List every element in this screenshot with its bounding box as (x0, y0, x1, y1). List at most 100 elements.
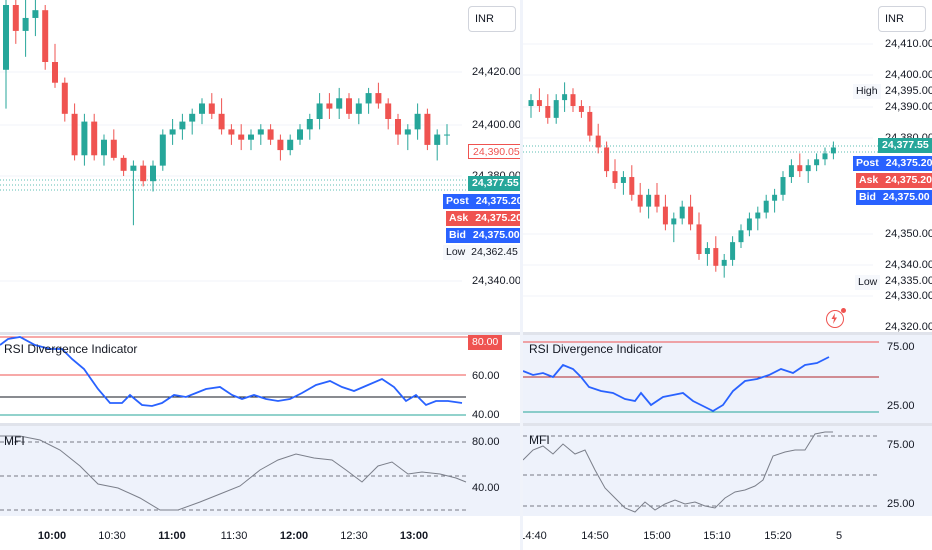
candle-body (553, 100, 559, 118)
left-time-axis[interactable]: 10:00 10:30 11:00 11:30 12:00 12:30 13:0… (0, 516, 520, 550)
candle-body (755, 212, 761, 219)
left-post-price-tag: Post 24,375.20 (443, 194, 520, 209)
candle-body (287, 139, 294, 151)
candle-body (365, 93, 372, 104)
candle-body (404, 129, 411, 135)
left-mfi-title: MFI (4, 434, 25, 448)
candle-body (140, 165, 147, 182)
right-candlestick-chart[interactable] (523, 0, 932, 332)
left-pane-divider[interactable] (0, 332, 520, 335)
candle-body (662, 206, 668, 225)
candle-body (385, 103, 392, 119)
candle-body (257, 129, 264, 135)
candle-body (570, 94, 576, 107)
candle-body (150, 165, 156, 182)
candle-body (159, 134, 166, 166)
candle-body (434, 134, 441, 145)
candle-body (316, 103, 323, 119)
right-currency-button[interactable]: INR (878, 6, 926, 32)
left-bid-price-tag: Bid 24,375.00 (446, 228, 520, 243)
candle-body (587, 111, 593, 136)
candle-body (326, 103, 333, 109)
candle-body (545, 106, 551, 118)
candle-body (346, 98, 352, 114)
mfi-line (523, 431, 833, 513)
lightning-icon[interactable] (826, 308, 846, 328)
candle-body (780, 177, 786, 195)
candle-body (238, 134, 245, 140)
right-chart-main-pane[interactable]: INR 24,410.00 24,400.00 24,395.00 High 2… (523, 0, 932, 332)
left-rsi-upper-tag: 80.00 (468, 335, 503, 350)
right-time-axis[interactable]: 14:40 14:50 15:00 15:10 15:20 5 (523, 516, 932, 550)
left-mfi-chart (0, 435, 467, 511)
candle-body (130, 165, 137, 171)
right-price-axis-label: 24,350.00 (885, 228, 932, 240)
right-pane-divider[interactable] (523, 423, 932, 426)
candle-body (414, 113, 421, 130)
left-time-label: 11:30 (220, 530, 248, 542)
left-current-price-tag: 24,390.05 (468, 144, 520, 159)
candle-body (355, 103, 362, 114)
candle-body (395, 119, 401, 135)
left-price-axis-label: 24,420.00 (472, 66, 520, 78)
rsi-line (0, 336, 463, 407)
candle-body (81, 121, 88, 156)
right-rsi-pane[interactable]: RSI Divergence Indicator 75.00 25.00 (523, 335, 932, 423)
left-chart-main-pane[interactable]: INR 24,420.00 24,400.00 24,380.00 24,340… (0, 0, 520, 332)
left-time-label: 11:00 (158, 530, 186, 542)
candle-body (199, 103, 205, 114)
left-currency-button[interactable]: INR (468, 6, 516, 32)
candle-body (536, 100, 542, 107)
left-pane-divider[interactable] (0, 423, 520, 426)
left-time-label: 12:30 (340, 530, 368, 542)
candle-body (52, 62, 58, 83)
candle-body (595, 135, 601, 148)
right-price-axis-label: 24,410.00 (885, 38, 932, 50)
right-price-axis-label: 24,390.00 (885, 101, 932, 113)
candle-body (228, 129, 235, 135)
candle-body (696, 224, 702, 254)
right-time-label: 15:20 (764, 530, 792, 542)
candle-body (671, 218, 677, 225)
candle-body (814, 159, 820, 166)
candle-body (267, 129, 274, 140)
right-time-label: 5 (835, 530, 843, 542)
left-mfi-axis-label: 40.00 (472, 482, 500, 494)
candle-body (620, 177, 626, 183)
candle-body (721, 259, 727, 266)
candle-body (189, 113, 196, 122)
candle-body (528, 100, 534, 107)
right-time-label: 15:10 (703, 530, 731, 542)
right-price-axis-label: 24,400.00 (885, 69, 932, 81)
left-time-label: 10:30 (98, 530, 126, 542)
candle-body (3, 5, 9, 70)
right-rsi-chart (523, 341, 879, 413)
right-price-axis-label: 24,340.00 (885, 259, 932, 271)
left-mfi-pane[interactable]: MFI 80.00 40.00 (0, 426, 520, 516)
right-mfi-chart (523, 431, 879, 513)
candle-body (805, 165, 811, 172)
left-time-label: 13:00 (399, 530, 429, 542)
candle-body (208, 103, 215, 114)
right-mfi-pane[interactable]: MFI 75.00 25.00 (523, 426, 932, 516)
left-price-axis-label: 24,340.00 (472, 275, 520, 287)
right-rsi-axis-label: 25.00 (887, 400, 915, 412)
left-ask-price-tag: Ask 24,375.20 (446, 211, 520, 226)
candle-body (746, 218, 752, 231)
candle-body (654, 194, 660, 207)
right-price-axis-label: 24,330.00 (885, 290, 932, 302)
right-rsi-axis-label: 75.00 (887, 341, 915, 353)
candle-body (306, 119, 313, 130)
candle-body (91, 121, 98, 156)
mfi-line (0, 435, 467, 511)
left-time-label: 12:00 (279, 530, 309, 542)
candle-body (61, 82, 68, 114)
left-rsi-pane[interactable]: RSI Divergence Indicator 80.00 60.00 40.… (0, 335, 520, 423)
right-rsi-title: RSI Divergence Indicator (529, 342, 663, 356)
left-candlestick-chart[interactable] (0, 0, 520, 332)
right-pane-divider[interactable] (523, 332, 932, 335)
candle-body (730, 242, 736, 260)
candle-body (578, 106, 584, 112)
candle-body (32, 10, 39, 18)
chart-splitter[interactable] (520, 0, 523, 550)
